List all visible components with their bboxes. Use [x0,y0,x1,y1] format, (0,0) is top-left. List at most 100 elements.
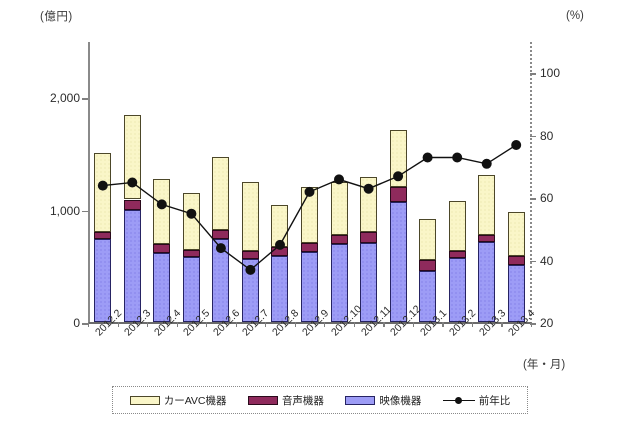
bar-segment-audio [94,232,112,239]
yoy-data-point [97,180,108,191]
right-axis-line [530,42,532,323]
bar-column [478,174,496,322]
yoy-data-point [304,186,315,197]
bar-segment-video [448,257,466,322]
bar-segment-video [419,271,437,322]
x-tick-mark [176,322,178,327]
right-tick-mark [530,135,536,138]
right-tick-label: 20 [540,316,554,330]
bar-segment-video [271,255,289,322]
right-tick-mark [530,260,536,263]
bar-segment-video [301,252,318,322]
bar-column [94,153,112,322]
bar-segment-audio [123,199,141,210]
yoy-line-series [97,140,522,275]
right-tick-label: 100 [540,66,561,81]
yoy-data-point [363,183,374,194]
x-axis-unit-label: (年・月) [523,359,566,371]
x-tick-mark [117,322,119,327]
bar-segment-video [330,244,348,322]
bar-column [182,192,200,322]
bar-segment-car [419,218,437,261]
bar-column [419,218,437,322]
x-tick-mark [501,322,503,327]
x-tick-mark [88,322,90,327]
x-tick-mark [531,322,533,327]
bar-segment-video [478,242,496,322]
yoy-data-point [156,199,167,210]
right-tick-label: 60 [540,191,554,206]
legend-swatch-video [345,395,376,405]
yoy-data-point [215,243,226,254]
bar-column [212,156,230,322]
bar-segment-audio [241,251,259,260]
yoy-data-point [511,140,522,150]
bar-segment-car [330,181,348,236]
legend-item-audio[interactable]: 音声機器 [247,393,324,408]
bar-segment-car [478,174,496,236]
bar-segment-video [123,209,141,322]
bar-segment-video [212,238,230,322]
bar-column [301,187,318,322]
bar-segment-video [153,253,171,322]
bar-segment-car [182,192,200,251]
left-axis-line [88,42,90,323]
right-tick-mark [530,323,536,325]
bar-segment-video [182,256,200,322]
legend-item-car[interactable]: カーAVC機器 [129,393,227,408]
x-tick-mark [471,322,474,327]
bar-column [123,115,141,322]
bar-segment-car [507,211,525,256]
legend-label: 映像機器 [379,394,422,407]
yoy-data-point [481,158,492,169]
bar-column [241,181,259,322]
bar-segment-car [448,200,466,252]
legend-item-yoy[interactable]: 前年比 [442,393,511,408]
chart-legend: カーAVC機器 音声機器 映像機器 前年比 [112,386,528,414]
yoy-data-point [127,177,138,188]
yoy-data-point [275,239,285,250]
legend-label: 音声機器 [281,394,324,407]
left-tick-label: 0 [73,316,80,330]
legend-swatch-car [129,395,160,405]
bar-segment-car [301,187,318,244]
yoy-data-point [186,208,197,219]
bar-segment-video [241,259,259,322]
left-tick-mark [82,210,88,213]
bar-segment-audio [153,244,171,254]
right-axis-unit-label: (%) [566,10,584,22]
x-tick-mark [383,322,385,327]
plot-area: 0 1,000 2,000 20 40 60 80 100 [50,42,560,330]
bar-column [153,179,171,322]
x-tick-mark [206,322,208,327]
x-tick-mark [235,322,237,327]
bar-segment-audio [212,229,230,239]
bar-segment-car [212,156,230,230]
bar-segment-car [153,179,171,245]
right-tick-mark [530,73,536,75]
bar-segment-audio [360,232,378,244]
bar-segment-audio [389,187,407,202]
x-tick-mark [265,322,267,327]
bar-segment-audio [448,251,466,258]
legend-label: 前年比 [478,394,511,407]
left-axis-unit-label: (億円) [40,11,73,23]
yoy-data-point [393,171,404,182]
bar-segment-car [123,115,141,200]
bar-segment-audio [182,250,200,257]
bar-segment-video [389,201,407,322]
bar-segment-audio [301,243,318,253]
x-tick-mark [442,322,444,327]
x-axis-line [88,322,531,324]
left-tick-mark [82,98,88,100]
bar-column [330,181,348,322]
left-tick-label: 2,000 [49,91,80,106]
legend-label: カーAVC機器 [163,394,227,407]
left-tick-mark [82,323,88,325]
x-tick-mark [294,322,296,327]
yoy-data-point [452,152,463,163]
x-tick-mark [412,322,415,327]
legend-item-video[interactable]: 映像機器 [345,393,421,408]
x-tick-mark [147,322,149,327]
bar-segment-car [241,181,259,252]
